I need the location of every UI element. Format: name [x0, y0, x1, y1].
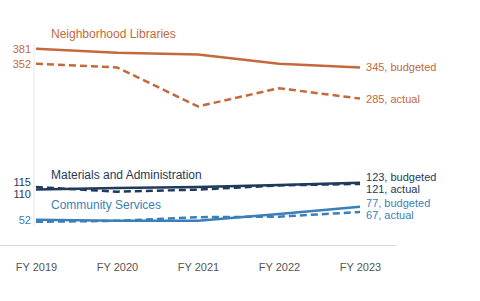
- series-line: [36, 212, 360, 222]
- series-line: [36, 49, 360, 68]
- data-label: 115: [13, 176, 31, 188]
- series-name: Community Services: [51, 198, 161, 212]
- x-tick: FY 2020: [97, 261, 138, 273]
- series-name: Neighborhood Libraries: [51, 27, 176, 41]
- data-label: 123, budgeted: [366, 171, 436, 183]
- x-tick-label: FY 2021: [178, 261, 219, 273]
- labels: Neighborhood Libraries Materials and Admi…: [13, 27, 437, 226]
- x-tick: FY 2021: [178, 261, 219, 273]
- x-tick-label: FY 2022: [259, 261, 300, 273]
- x-tick-label: FY 2019: [16, 261, 57, 273]
- data-label: 77, budgeted: [366, 197, 430, 209]
- data-label: 67, actual: [366, 209, 414, 221]
- data-label: 52: [19, 214, 31, 226]
- data-label: 285, actual: [366, 93, 420, 105]
- series-line: [36, 184, 360, 192]
- x-axis: FY 2019 FY 2020 FY 2021 FY 2022 FY 2023: [1, 246, 397, 273]
- x-tick-label: FY 2023: [340, 261, 381, 273]
- plot-area: [36, 49, 360, 222]
- data-label: 352: [13, 58, 31, 70]
- y-axis-line: [34, 44, 35, 226]
- data-label: 345, budgeted: [366, 61, 436, 73]
- x-tick: FY 2022: [259, 261, 300, 273]
- x-tick-label: FY 2020: [97, 261, 138, 273]
- x-axis-line: [1, 245, 397, 246]
- x-tick: FY 2019: [16, 261, 57, 273]
- data-label: 110: [13, 188, 31, 200]
- series-name: Materials and Administration: [51, 168, 202, 182]
- series-line: [36, 64, 360, 107]
- data-label: 381: [13, 43, 31, 55]
- data-label: 121, actual: [366, 183, 420, 195]
- x-tick: FY 2023: [340, 261, 381, 273]
- chart: FY 2019 FY 2020 FY 2021 FY 2022 FY 2023 Neigh…: [0, 0, 480, 301]
